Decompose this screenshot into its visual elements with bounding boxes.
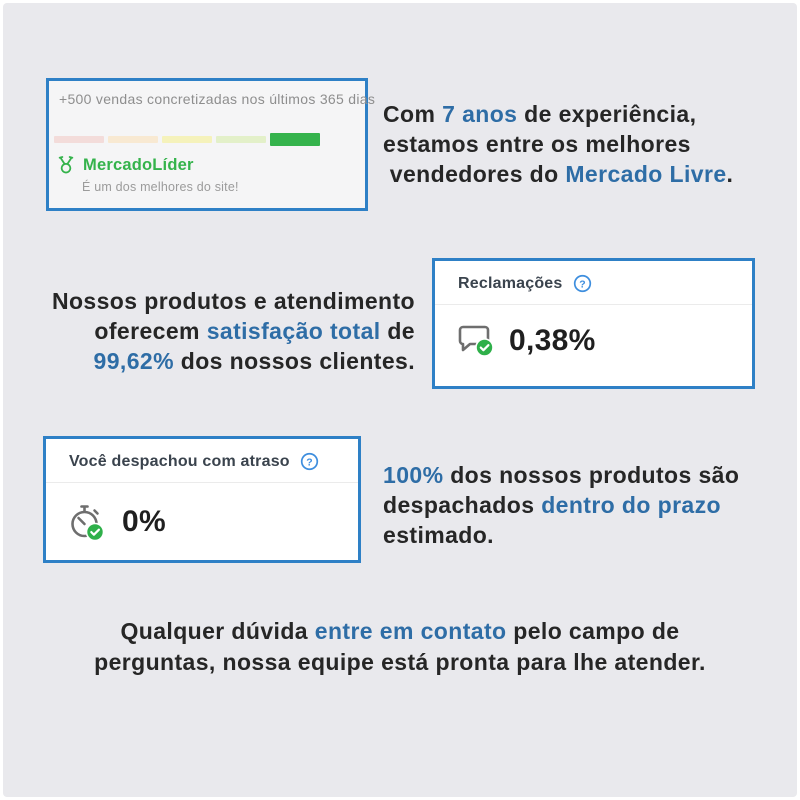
highlighted-text: dentro do prazo xyxy=(541,492,721,518)
svg-text:?: ? xyxy=(579,279,586,290)
text-segment: . xyxy=(726,161,734,187)
dispatch-paragraph: 100% dos nossos produtos são despachados… xyxy=(383,460,739,550)
highlighted-text: Mercado Livre xyxy=(565,161,727,187)
late-dispatch-value: 0% xyxy=(122,505,166,538)
experience-paragraph: Com 7 anos de experiência, estamos entre… xyxy=(383,99,733,189)
leader-subtitle: É um dos melhores do site! xyxy=(82,180,239,194)
leader-title-row: MercadoLíder xyxy=(56,155,194,175)
level-green xyxy=(270,133,320,146)
level-light-green xyxy=(216,136,266,143)
complaints-metric-row: 0,38% xyxy=(456,323,596,359)
highlighted-text: entre em contato xyxy=(314,618,507,644)
complaints-card: Reclamações ? 0,38% xyxy=(432,258,755,389)
late-dispatch-card-header: Você despachou com atraso ? xyxy=(69,452,342,471)
text-segment: Qualquer dúvida xyxy=(120,618,315,644)
late-dispatch-metric-row: 0% xyxy=(67,501,166,543)
card-divider xyxy=(435,304,752,305)
highlighted-text: 100% xyxy=(383,462,444,488)
question-mark-circle-icon[interactable]: ? xyxy=(300,452,319,471)
complaints-value: 0,38% xyxy=(509,324,596,357)
level-yellow xyxy=(162,136,212,143)
highlighted-text: satisfação total xyxy=(206,318,381,344)
late-dispatch-card-title: Você despachou com atraso xyxy=(69,452,290,470)
text-segment: Nossos produtos e atendimento oferecem xyxy=(51,288,415,344)
level-orange xyxy=(108,136,158,143)
stopwatch-check-icon xyxy=(67,501,109,543)
level-red xyxy=(54,136,104,143)
complaints-card-header: Reclamações ? xyxy=(458,274,736,293)
text-segment: de xyxy=(387,318,415,344)
reputation-thermometer xyxy=(54,133,320,146)
text-segment: dos nossos produtos são despachados xyxy=(383,462,740,518)
late-dispatch-card: Você despachou com atraso ? xyxy=(43,436,361,563)
mercado-lider-card: +500 vendas concretizadas nos últimos 36… xyxy=(46,78,375,211)
text-segment: estimado. xyxy=(383,522,494,548)
svg-text:?: ? xyxy=(306,457,313,468)
card-divider xyxy=(46,482,358,483)
sales-count-text: +500 vendas concretizadas nos últimos 36… xyxy=(59,91,376,107)
contact-paragraph: Qualquer dúvida entre em contato pelo ca… xyxy=(0,616,800,678)
text-segment: Com xyxy=(383,101,443,127)
chat-bubble-check-icon xyxy=(456,323,496,359)
highlighted-text: 7 anos xyxy=(442,101,518,127)
complaints-card-title: Reclamações xyxy=(458,274,563,292)
question-mark-circle-icon[interactable]: ? xyxy=(573,274,592,293)
text-segment: pelo campo de perguntas, nossa equipe es… xyxy=(94,618,706,675)
mercado-lider-medal-icon xyxy=(56,155,76,175)
text-segment: dos nossos clientes. xyxy=(173,348,415,374)
text-segment: de experiência, estamos entre os melhore… xyxy=(383,101,697,187)
satisfaction-paragraph: Nossos produtos e atendimento oferecem s… xyxy=(0,286,415,376)
leader-title: MercadoLíder xyxy=(83,155,194,174)
highlighted-text: 99,62% xyxy=(93,348,174,374)
